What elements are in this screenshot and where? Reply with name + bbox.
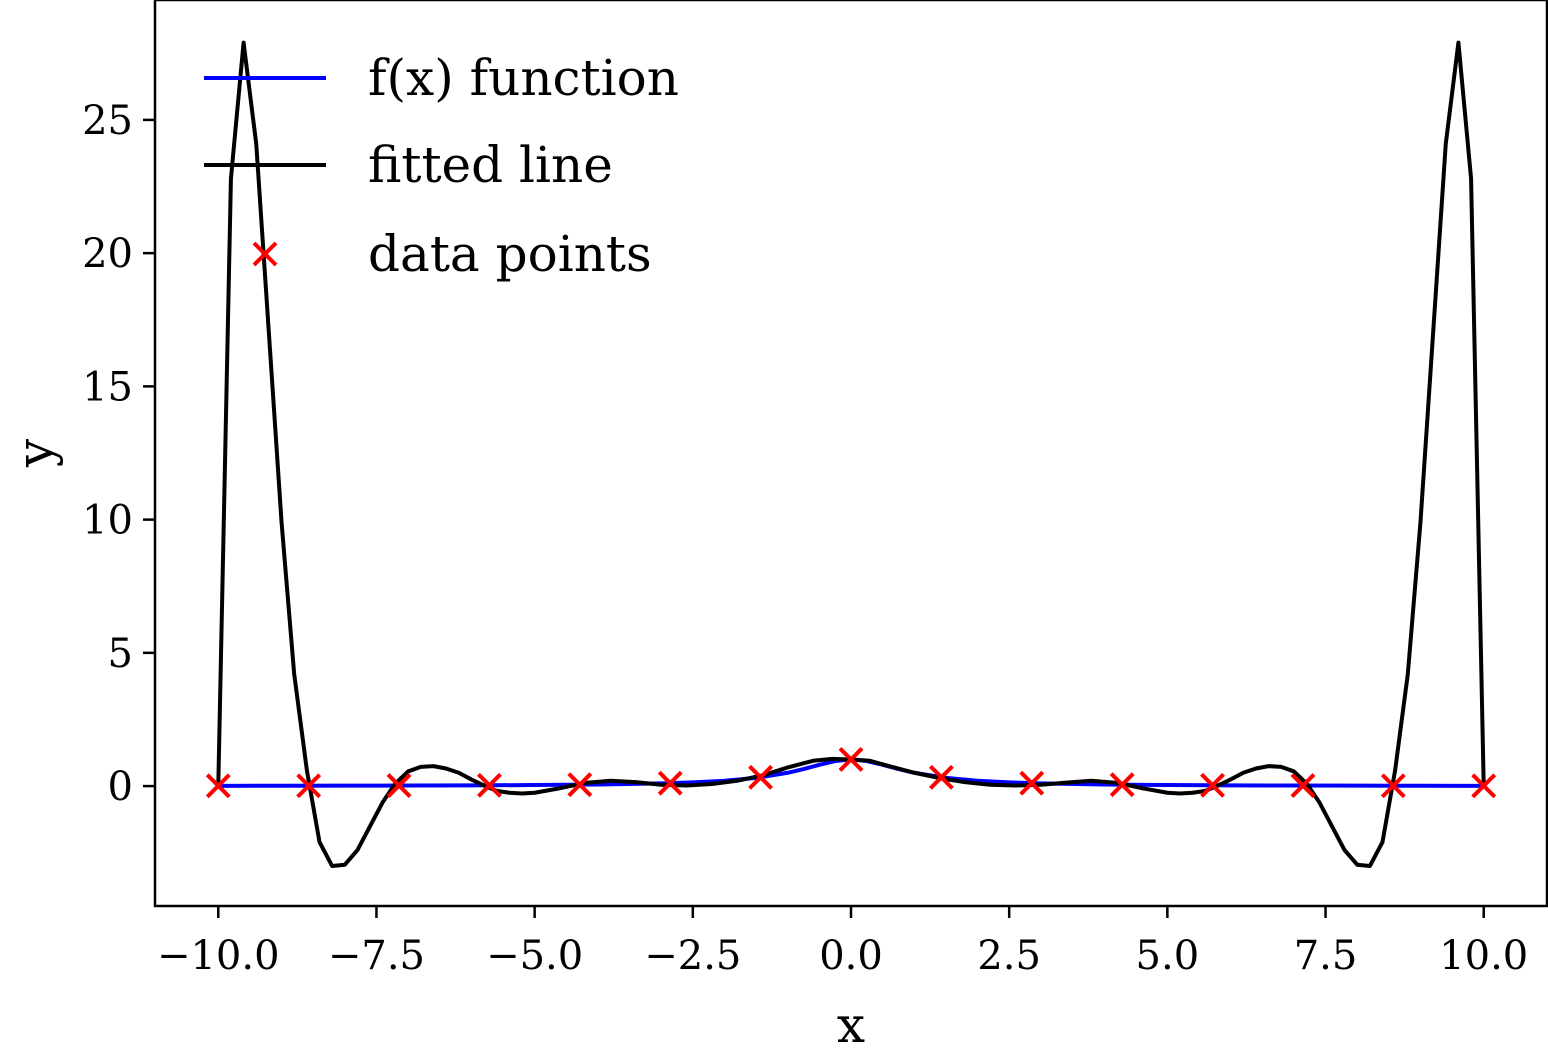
y-axis-label: y bbox=[6, 438, 64, 468]
y-tick-label: 5 bbox=[108, 631, 133, 677]
data-point bbox=[748, 764, 773, 790]
x-tick-label: 5.0 bbox=[1136, 933, 1200, 979]
data-point bbox=[205, 773, 231, 799]
plot-background bbox=[155, 0, 1547, 906]
x-tick-label: 10.0 bbox=[1439, 933, 1528, 979]
y-tick-label: 15 bbox=[82, 364, 133, 410]
y-tick-label: 25 bbox=[82, 98, 133, 144]
data-point bbox=[567, 772, 593, 798]
legend-label-f-x-function: f(x) function bbox=[368, 49, 679, 107]
x-tick-label: 2.5 bbox=[977, 933, 1041, 979]
y-tick-label: 20 bbox=[82, 231, 133, 277]
data-point bbox=[477, 772, 502, 798]
legend-label-fitted-line: fitted line bbox=[368, 136, 613, 194]
x-tick-label: −5.0 bbox=[486, 933, 583, 979]
data-point bbox=[386, 773, 412, 798]
data-point bbox=[1200, 772, 1225, 798]
data-point bbox=[1380, 773, 1406, 799]
x-tick-label: −10.0 bbox=[157, 933, 280, 979]
y-axis-ticks: 0 5 10 15 20 25 bbox=[82, 98, 155, 810]
x-axis-ticks: −10.0 −7.5 −5.0 −2.5 0.0 2.5 5.0 7.5 10.0 bbox=[157, 906, 1528, 979]
data-point bbox=[1019, 770, 1045, 796]
series-layer bbox=[205, 40, 1497, 869]
data-point bbox=[929, 764, 954, 790]
series-data-points bbox=[205, 747, 1497, 799]
legend-label-data-points: data points bbox=[368, 225, 652, 283]
x-tick-label: 7.5 bbox=[1294, 933, 1358, 979]
x-tick-label: 0.0 bbox=[819, 933, 883, 979]
x-tick-label: −2.5 bbox=[644, 933, 741, 979]
data-point bbox=[296, 773, 322, 799]
data-point bbox=[838, 747, 864, 772]
legend-swatch-data-points bbox=[252, 241, 278, 267]
x-tick-label: −7.5 bbox=[328, 933, 425, 979]
x-axis-label: x bbox=[837, 996, 865, 1054]
legend: f(x) function fitted line data points bbox=[204, 49, 679, 283]
data-point bbox=[1109, 772, 1135, 798]
y-tick-label: 10 bbox=[82, 498, 133, 544]
data-point bbox=[1471, 773, 1497, 799]
y-tick-label: 0 bbox=[108, 764, 133, 810]
data-point bbox=[1290, 773, 1316, 798]
data-point bbox=[657, 770, 683, 796]
